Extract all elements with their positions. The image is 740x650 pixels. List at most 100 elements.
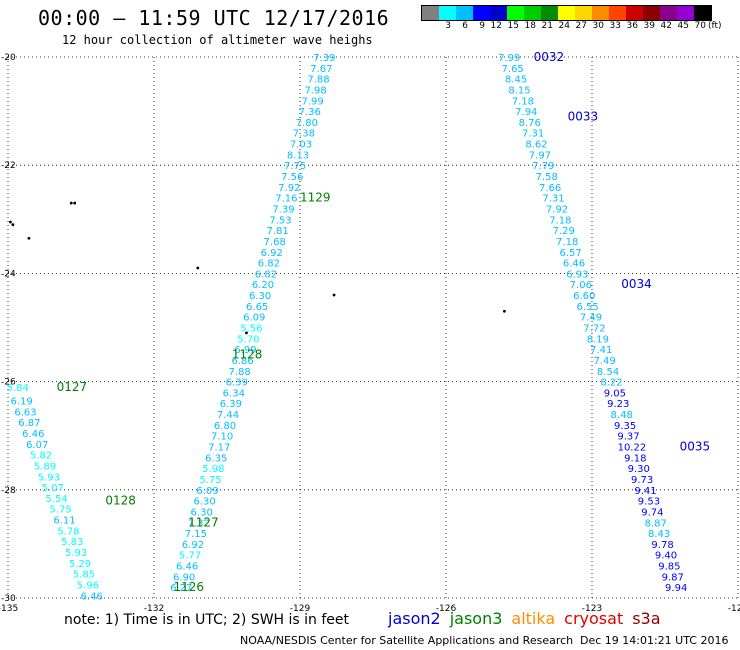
legend-label: 24 [558, 21, 570, 31]
legend-swatch [507, 6, 524, 20]
swh-value: 7.88 [307, 75, 329, 86]
y-tick-label: -28 [1, 486, 16, 496]
swh-value: 5.77 [179, 551, 201, 562]
x-tick-label: -123 [582, 604, 602, 614]
swh-value: 7.66 [539, 183, 561, 194]
swh-value: 7.39 [272, 204, 294, 215]
swh-value: 6.07 [26, 440, 48, 451]
pass-id-label: 1127 [188, 515, 219, 529]
swh-value: 8.54 [597, 367, 619, 378]
swh-value: 6.63 [14, 407, 36, 418]
pass-id-label: 0032 [534, 50, 565, 64]
legend-label: 12 [490, 21, 502, 31]
pass-id-label: 0035 [680, 440, 711, 454]
island-marker [73, 201, 77, 205]
swh-value: 7.18 [556, 237, 578, 248]
swh-value: 8.48 [611, 410, 633, 421]
swh-value: 6.92 [261, 248, 283, 259]
swh-value: 5.98 [202, 464, 224, 475]
satellite-jason3: jason3 [449, 609, 503, 628]
legend-swatch [490, 6, 507, 20]
swh-value: 7.31 [522, 129, 544, 140]
swh-value: 5.96 [77, 580, 99, 591]
graticule [7, 56, 739, 599]
track-0127: 5.84 6.196.636.876.466.075.825.895.935.07… [7, 380, 88, 494]
legend-swatch [524, 6, 541, 20]
swh-value: 9.23 [607, 399, 629, 410]
pass-id-label: 1126 [173, 580, 204, 594]
swh-value: 8.22 [600, 378, 622, 389]
swh-value: 7.97 [529, 150, 551, 161]
swh-value: 6.20 [252, 280, 274, 291]
swh-value: 6.82 [258, 259, 280, 270]
credit-line: NOAA/NESDIS Center for Satellite Applica… [240, 634, 574, 647]
legend-label: 33 [609, 21, 621, 31]
swh-value: 7.72 [583, 324, 605, 335]
swh-value: 6.27 [170, 583, 192, 594]
island-marker [196, 266, 200, 270]
track-1129: 7.397.677.887.987.997.367.807.387.038.13… [229, 53, 336, 378]
legend-label: 18 [524, 21, 536, 31]
swh-value: 7.16 [275, 194, 297, 205]
y-tick-label: -30 [1, 594, 16, 604]
swh-value: 7.32 [188, 518, 210, 529]
island-marker [9, 220, 12, 224]
swh-value: 7.29 [553, 226, 575, 237]
swh-value: 7.38 [293, 129, 315, 140]
satellite-altika: altika [511, 609, 556, 628]
swh-value: 7.58 [536, 172, 558, 183]
swh-value: 7.44 [217, 410, 239, 421]
swh-value: 8.19 [587, 334, 609, 345]
legend-label: 27 [575, 21, 587, 31]
swh-value: 9.40 [655, 551, 677, 562]
swh-value: 8.45 [505, 75, 527, 86]
legend-swatch [473, 6, 490, 20]
legend-swatch [694, 6, 711, 20]
legend-label: 70 [694, 21, 706, 31]
swh-value: 9.74 [641, 507, 663, 518]
swh-value: 9.30 [628, 464, 650, 475]
swh-value: 9.05 [604, 388, 626, 399]
swh-value: 7.79 [532, 161, 554, 172]
swh-value: 6.65 [246, 302, 268, 313]
swh-value: 5.84 [7, 383, 29, 394]
swh-value: 9.85 [658, 562, 680, 573]
pass-id-label: 0127 [57, 380, 88, 394]
swh-value: 6.86 [231, 356, 253, 367]
swh-value: 9.78 [651, 540, 673, 551]
swh-value: 6.55 [576, 302, 598, 313]
satellite-jason2: jason2 [388, 609, 441, 628]
island-marker [27, 236, 31, 240]
legend-swatch [677, 6, 694, 20]
swh-value: 5.89 [34, 461, 56, 472]
swh-value: 5.56 [240, 324, 262, 335]
legend-label: 6 [462, 21, 468, 31]
legend-unit: (ft) [708, 21, 722, 31]
swh-value: 6.93 [566, 269, 588, 280]
track-0033: 7.318.627.977.797.587.667.317.927.187.29… [522, 110, 598, 292]
swh-value: 5.78 [57, 526, 79, 537]
track-1128: 6.396.346.397.446.807.107.176.355.985.75… [188, 348, 263, 530]
island-marker [245, 331, 248, 335]
swh-value: 7.10 [211, 432, 233, 443]
swh-value: 6.09 [243, 313, 265, 324]
swh-value: 7.49 [580, 313, 602, 324]
island-marker [11, 223, 15, 227]
swh-value: 6.57 [559, 248, 581, 259]
legend-swatch [575, 6, 592, 20]
swh-value: 7.65 [502, 64, 524, 75]
track-0032: 7.997.658.458.157.187.948.76 0032 [498, 50, 564, 129]
page-subtitle: 12 hour collection of altimeter wave hei… [62, 33, 373, 47]
swh-value: 5.82 [30, 451, 52, 462]
legend-label: 9 [479, 21, 485, 31]
swh-value: 7.03 [290, 140, 312, 151]
swh-value: 9.73 [631, 475, 653, 486]
generation-date: Dec 19 14:01:21 UTC 2016 [580, 634, 729, 647]
pass-id-label: 0128 [105, 494, 136, 508]
swh-value: 7.06 [570, 280, 592, 291]
swh-value: 6.30 [193, 497, 215, 508]
altimeter-tracks: 7.397.677.887.987.997.367.807.387.038.13… [7, 50, 711, 602]
swh-value: 8.62 [525, 140, 547, 151]
swh-value: 8.43 [648, 529, 670, 540]
